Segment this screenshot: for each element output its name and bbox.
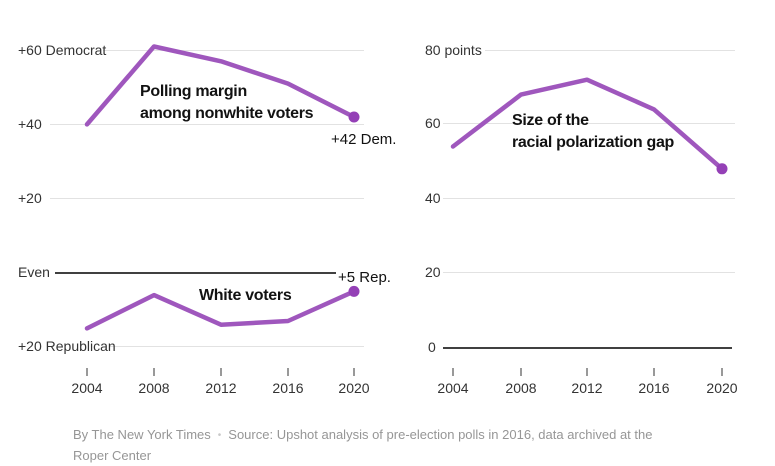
x-axis-label: 2004 <box>71 380 103 396</box>
axis-tick <box>153 368 155 376</box>
y-axis-label: 80 points <box>425 42 482 58</box>
axis-tick <box>86 368 88 376</box>
gridline-plus20 <box>50 198 364 199</box>
y-axis-label: +60 Democrat <box>18 42 107 58</box>
annotation-line: Size of the <box>512 112 589 129</box>
zero-baseline <box>443 347 732 349</box>
gridline-plus60 <box>103 50 364 51</box>
axis-tick <box>353 368 355 376</box>
axis-tick <box>721 368 723 376</box>
y-axis-label: +20 <box>18 190 42 206</box>
x-axis-label: 2012 <box>205 380 237 396</box>
axis-tick <box>452 368 454 376</box>
x-axis-label: 2016 <box>638 380 670 396</box>
x-axis-label: 2020 <box>706 380 738 396</box>
chart-annotation-nonwhite: Polling margin among nonwhite voters <box>140 81 314 125</box>
value-label-nonwhite-2020: +42 Dem. <box>331 131 397 148</box>
y-axis-label: 0 <box>428 339 436 355</box>
endpoint-dot-polarization-gap <box>716 163 728 175</box>
byline: By The New York Times <box>73 427 211 442</box>
y-axis-label: Even <box>18 264 50 280</box>
x-axis-label: 2004 <box>437 380 469 396</box>
axis-tick <box>220 368 222 376</box>
y-axis-label: +20 Republican <box>18 338 116 354</box>
y-axis-label: 60 <box>425 115 441 131</box>
axis-tick <box>287 368 289 376</box>
x-axis-label: 2012 <box>571 380 603 396</box>
annotation-line: Polling margin <box>140 83 247 100</box>
gridline-plus20-republican <box>110 346 364 347</box>
even-baseline <box>55 272 336 274</box>
gridline-80 <box>485 50 735 51</box>
x-axis-label: 2020 <box>338 380 370 396</box>
separator-dot: • <box>217 430 222 441</box>
chart-annotation-gap: Size of the racial polarization gap <box>512 110 674 154</box>
value-label-white-2020: +5 Rep. <box>338 269 391 286</box>
axis-tick <box>586 368 588 376</box>
endpoint-dot-white-voters <box>348 285 360 297</box>
y-axis-label: 40 <box>425 190 441 206</box>
x-axis-label: 2016 <box>272 380 304 396</box>
gridline-40 <box>443 198 735 199</box>
endpoint-dot-nonwhite-margin <box>348 111 360 123</box>
axis-tick <box>520 368 522 376</box>
y-axis-label: 20 <box>425 264 441 280</box>
chart-annotation-white-voters: White voters <box>199 285 292 307</box>
source-text: Source: Upshot analysis of pre-election … <box>73 427 653 463</box>
x-axis-label: 2008 <box>505 380 537 396</box>
annotation-line: racial polarization gap <box>512 134 675 151</box>
annotation-line: White voters <box>199 287 292 304</box>
footer-credit: By The New York Times • Source: Upshot ana… <box>73 425 679 466</box>
annotation-line: among nonwhite voters <box>140 105 314 122</box>
x-axis-label: 2008 <box>138 380 170 396</box>
gridline-20 <box>443 272 735 273</box>
axis-tick <box>653 368 655 376</box>
y-axis-label: +40 <box>18 116 42 132</box>
